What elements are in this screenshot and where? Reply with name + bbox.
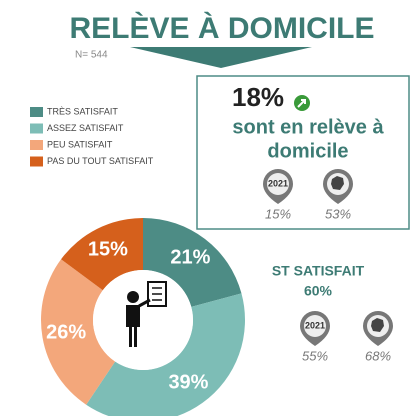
donut-slice (61, 218, 143, 291)
legend-swatch (30, 107, 43, 117)
slice-label: 21% (170, 246, 210, 268)
headline: 18% (232, 82, 284, 112)
satisfaction-title: ST SATISFAIT (272, 263, 365, 279)
legend-swatch (30, 156, 43, 167)
pin-face (267, 173, 289, 195)
pin-value: 15% (265, 206, 291, 221)
legend-swatch (30, 140, 43, 150)
person-icon (126, 281, 167, 347)
legend-label: ASSEZ SATISFAIT (47, 123, 124, 133)
trend-arrow (297, 99, 306, 108)
pin-label: 2021 (268, 178, 288, 188)
slice-label: 39% (168, 372, 208, 394)
pin-value: 53% (325, 206, 351, 221)
subtitle: N= 544 (75, 50, 108, 61)
pin-value: 68% (365, 348, 391, 363)
title: RELÈVE À DOMICILE (69, 11, 374, 45)
banner-arrow (130, 47, 312, 68)
donut-hole (93, 270, 193, 370)
slice-label: 15% (88, 239, 128, 261)
legend-swatch (30, 123, 43, 134)
france-icon (331, 176, 344, 190)
pin-value: 55% (302, 348, 328, 363)
legend-label: PEU SATISFAIT (47, 139, 113, 149)
donut-slice (40, 259, 116, 405)
donut-slice (143, 218, 242, 307)
france-icon (371, 318, 384, 332)
panel-text: sont en relève à (232, 116, 384, 138)
pin-face (304, 315, 326, 337)
legend-label: PAS DU TOUT SATISFAIT (47, 156, 154, 166)
pin-label: 2021 (305, 320, 325, 330)
satisfaction-value: 60% (304, 283, 333, 299)
legend-label: TRÈS SATISFAIT (47, 106, 118, 116)
donut-slice (86, 293, 245, 416)
panel-text: domicile (267, 140, 348, 162)
slice-label: 26% (46, 322, 86, 344)
